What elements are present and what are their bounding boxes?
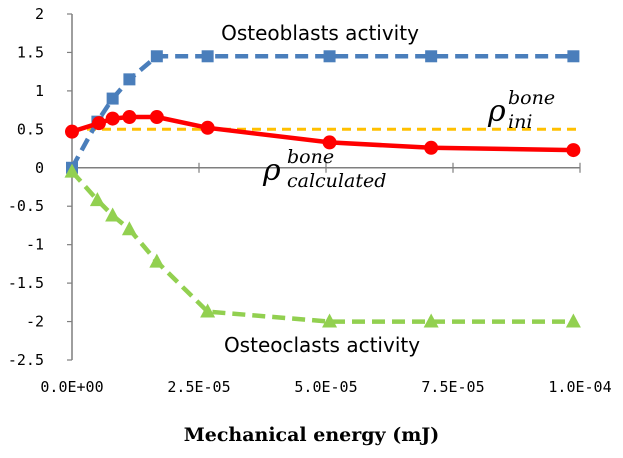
square-marker [106, 92, 119, 105]
triangle-marker [105, 207, 121, 222]
triangle-marker [423, 313, 439, 328]
rho-ini-subscript: ini [508, 111, 532, 133]
triangle-marker [565, 313, 581, 328]
triangle-marker [200, 303, 216, 318]
y-tick-label: 0 [35, 159, 44, 177]
rho-calculated-subscript: calculated [287, 170, 386, 192]
circle-marker [91, 116, 106, 131]
y-tick-label: -0.5 [8, 197, 44, 215]
chart: 2 1.5 1 0.5 0 -0.5 -1 -1.5 -2 -2.5 0.0E+00 2.5E-05… [8, 5, 612, 396]
circle-marker [149, 110, 164, 125]
x-axis-label: Mechanical energy (mJ) [183, 424, 440, 446]
x-tick-label: 1.0E-04 [548, 378, 611, 396]
osteoblasts-annotation: Osteoblasts activity [221, 21, 419, 45]
circle-marker [122, 110, 137, 125]
x-axis-ticks: 0.0E+00 2.5E-05 5.0E-05 7.5E-05 1.0E-04 [40, 162, 612, 396]
circle-marker [424, 140, 439, 155]
osteoblasts-series [66, 50, 580, 174]
triangle-marker [322, 313, 338, 328]
circle-marker [65, 124, 79, 139]
square-marker [150, 50, 163, 63]
circle-marker [566, 143, 581, 158]
y-tick-label: -1 [26, 236, 44, 254]
circle-marker [105, 111, 120, 126]
y-tick-label: 1 [35, 82, 44, 100]
circle-marker [322, 135, 337, 150]
rho-ini-label: ρ bone ini [487, 87, 555, 133]
rho-ini-symbol: ρ [487, 94, 506, 129]
square-marker [123, 73, 136, 86]
square-marker [567, 50, 580, 63]
rho-calculated-superscript: bone [287, 146, 334, 168]
y-tick-label: -2 [26, 313, 44, 331]
square-marker [201, 50, 214, 63]
rho-calculated-series [65, 110, 581, 158]
triangle-marker [64, 163, 80, 178]
y-tick-label: -2.5 [8, 351, 44, 369]
triangle-marker [149, 253, 165, 268]
x-tick-label: 2.5E-05 [167, 378, 230, 396]
series-layer [64, 50, 581, 328]
rho-calculated-symbol: ρ [262, 153, 281, 188]
rho-calculated-label: ρ bone calculated [262, 146, 386, 192]
triangle-marker [89, 192, 105, 207]
y-tick-label: 0.5 [17, 120, 44, 138]
osteoclasts-annotation: Osteoclasts activity [224, 333, 420, 357]
y-tick-label: -1.5 [8, 274, 44, 292]
osteoclasts-series [64, 163, 581, 328]
rho-ini-superscript: bone [508, 87, 555, 109]
osteoclasts-line [70, 170, 574, 324]
square-marker [425, 50, 438, 63]
y-tick-label: 1.5 [17, 43, 44, 61]
x-tick-label: 0.0E+00 [40, 378, 103, 396]
circle-marker [200, 120, 215, 135]
y-tick-label: 2 [35, 5, 44, 23]
y-axis-ticks: 2 1.5 1 0.5 0 -0.5 -1 -1.5 -2 -2.5 [8, 5, 72, 369]
triangle-marker [121, 221, 137, 236]
x-tick-label: 5.0E-05 [294, 378, 357, 396]
square-marker [323, 50, 336, 63]
x-tick-label: 7.5E-05 [421, 378, 484, 396]
